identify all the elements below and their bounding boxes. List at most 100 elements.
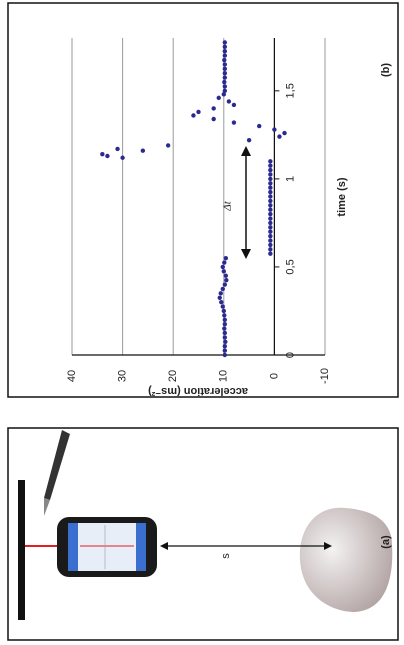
point <box>223 67 227 71</box>
support-bar <box>18 480 25 620</box>
point <box>223 71 227 75</box>
point <box>223 340 227 344</box>
point <box>223 53 227 57</box>
y-tick-label: 30 <box>117 370 129 382</box>
y-axis-title: acceleration (ms⁻²) <box>148 385 248 397</box>
point <box>222 260 226 264</box>
point <box>268 185 272 189</box>
point <box>268 203 272 207</box>
point <box>191 113 195 117</box>
point <box>223 49 227 53</box>
point <box>141 149 145 153</box>
point <box>268 168 272 172</box>
point <box>222 80 226 84</box>
figure: -1001020304000,511,5time (s)acceleration… <box>0 0 404 645</box>
point <box>211 117 215 121</box>
x-tick-label: 0,5 <box>284 259 296 274</box>
arrow-head <box>241 146 251 156</box>
point <box>268 208 272 212</box>
point <box>268 163 272 167</box>
point <box>223 344 227 348</box>
point <box>221 304 225 308</box>
point <box>268 230 272 234</box>
point <box>268 238 272 242</box>
point <box>268 243 272 247</box>
point <box>222 309 226 313</box>
point <box>100 152 104 156</box>
point <box>224 278 228 282</box>
panel-label: (b) <box>380 63 392 77</box>
y-tick-label: -10 <box>319 368 331 384</box>
point <box>217 96 221 100</box>
point <box>223 318 227 322</box>
point <box>221 265 225 269</box>
point <box>222 58 226 62</box>
arrow-head <box>160 542 168 550</box>
point <box>232 103 236 107</box>
point <box>219 300 223 304</box>
point <box>223 62 227 66</box>
point <box>224 256 228 260</box>
point <box>268 172 272 176</box>
point <box>227 99 231 103</box>
point <box>268 216 272 220</box>
point <box>222 326 226 330</box>
pillow <box>300 508 392 612</box>
point <box>222 313 226 317</box>
distance-label: s <box>220 553 232 559</box>
point <box>223 40 227 44</box>
point <box>223 84 227 88</box>
pen <box>44 430 70 500</box>
x-tick-label: 0 <box>284 352 296 358</box>
point <box>277 134 281 138</box>
point <box>268 221 272 225</box>
y-tick-label: 20 <box>167 370 179 382</box>
point <box>272 127 276 131</box>
diagram: s (a) <box>18 430 392 620</box>
x-tick-label: 1 <box>284 176 296 182</box>
point <box>232 120 236 124</box>
point <box>223 89 227 93</box>
y-tick-label: 10 <box>218 370 230 382</box>
point <box>247 138 251 142</box>
point <box>166 143 170 147</box>
point <box>257 124 261 128</box>
point <box>222 269 226 273</box>
point <box>223 348 227 352</box>
point <box>268 159 272 163</box>
y-tick-label: 0 <box>268 373 280 379</box>
annotation: Δt <box>222 200 234 211</box>
point <box>219 291 223 295</box>
point <box>223 75 227 79</box>
point <box>268 181 272 185</box>
x-tick-label: 1,5 <box>284 83 296 98</box>
point <box>223 282 227 286</box>
point <box>218 296 222 300</box>
point <box>223 331 227 335</box>
point <box>282 131 286 135</box>
point <box>268 177 272 181</box>
point <box>268 190 272 194</box>
point <box>223 45 227 49</box>
point <box>268 212 272 216</box>
point <box>105 154 109 158</box>
arrow-head <box>241 249 251 259</box>
pen-tip <box>44 498 50 516</box>
phone-bar <box>136 523 146 571</box>
point <box>268 234 272 238</box>
phone-bar <box>68 523 78 571</box>
point <box>268 199 272 203</box>
point <box>224 274 228 278</box>
point <box>223 335 227 339</box>
point <box>115 147 119 151</box>
point <box>268 225 272 229</box>
point <box>196 110 200 114</box>
point <box>268 252 272 256</box>
point <box>223 353 227 357</box>
point <box>268 247 272 251</box>
phone-screen <box>68 523 146 571</box>
x-axis-title: time (s) <box>336 177 348 216</box>
point <box>221 287 225 291</box>
panel-label: (a) <box>380 535 392 549</box>
